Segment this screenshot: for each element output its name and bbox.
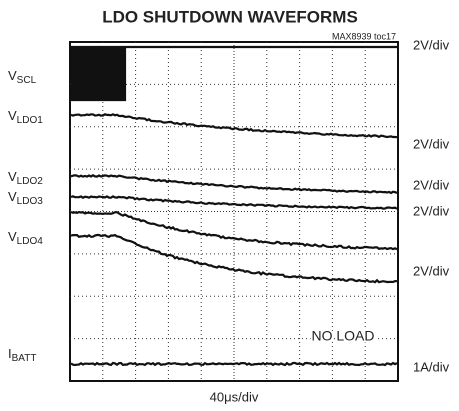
channel-main: V bbox=[8, 229, 17, 244]
title: LDO SHUTDOWN WAVEFORMS bbox=[102, 7, 358, 26]
channel-sub: LDO2 bbox=[17, 176, 44, 187]
channel-sub: SCL bbox=[17, 75, 37, 86]
time-scale: 40μs/div bbox=[210, 389, 259, 404]
channel-sub: BATT bbox=[12, 353, 37, 364]
channel-scale: 2V/div bbox=[413, 263, 450, 278]
channel-main: V bbox=[8, 169, 17, 184]
channel-label: VSCL bbox=[8, 68, 37, 85]
scope-figure: LDO SHUTDOWN WAVEFORMS MAX8939 toc17 NO … bbox=[0, 0, 459, 411]
channel-label: VLDO3 bbox=[8, 189, 43, 206]
channel-scale: 1A/div bbox=[413, 359, 450, 374]
channel-scale: 2V/div bbox=[413, 177, 450, 192]
channel-label: VLDO2 bbox=[8, 169, 43, 186]
channel-scale: 2V/div bbox=[413, 37, 450, 52]
channel-sub: LDO3 bbox=[17, 196, 44, 207]
channel-label: IBATT bbox=[8, 346, 36, 363]
channel-scale: 2V/div bbox=[413, 136, 450, 151]
channel-main: V bbox=[8, 189, 17, 204]
figure-id: MAX8939 toc17 bbox=[332, 31, 396, 41]
channel-main: V bbox=[8, 68, 17, 83]
channel-sub: LDO1 bbox=[17, 115, 44, 126]
channel-label: VLDO4 bbox=[8, 229, 43, 246]
channel-label: VLDO1 bbox=[8, 108, 43, 125]
annotation: NO LOAD bbox=[311, 328, 374, 344]
channel-scale: 2V/div bbox=[413, 203, 450, 218]
channel-sub: LDO4 bbox=[17, 236, 44, 247]
channel-main: V bbox=[8, 108, 17, 123]
